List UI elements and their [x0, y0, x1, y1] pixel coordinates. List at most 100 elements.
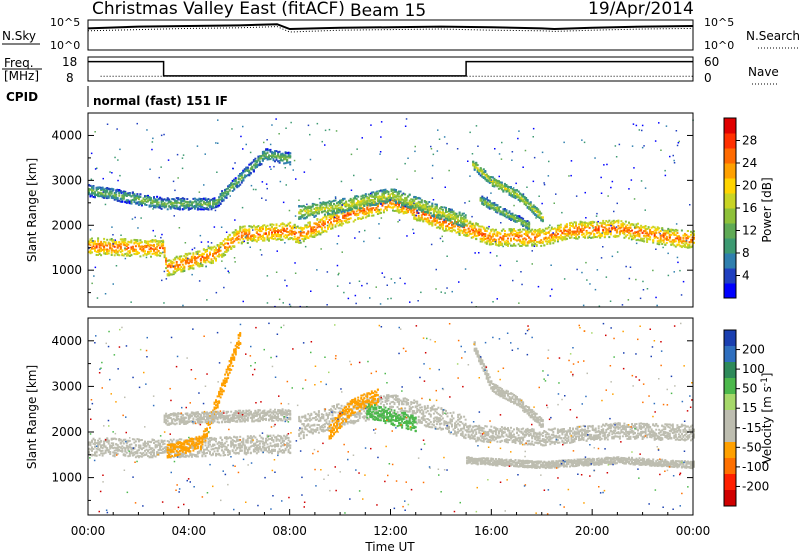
- power-cell: [372, 207, 375, 210]
- power-cell: [384, 188, 387, 191]
- power-cell: [529, 202, 532, 205]
- power-cell: [519, 200, 522, 203]
- power-cell: [463, 226, 466, 229]
- power-cell: [91, 189, 93, 192]
- power-cell: [348, 204, 351, 207]
- power-cell: [340, 201, 343, 204]
- power-cell: [617, 221, 620, 224]
- power-cell: [239, 228, 242, 231]
- power-cell: [239, 183, 242, 186]
- power-cell: [328, 212, 331, 215]
- power-cell: [325, 203, 328, 206]
- power-cell: [445, 211, 447, 213]
- power-cell: [420, 199, 423, 202]
- power-cell: [479, 230, 482, 233]
- power-cell: [310, 235, 313, 238]
- power-cell: [410, 202, 413, 205]
- power-cell: [289, 156, 292, 159]
- power-cell: [261, 239, 264, 242]
- power-cell: [405, 196, 408, 199]
- power-cell: [535, 233, 538, 236]
- power-cell: [369, 202, 372, 205]
- power-cell: [638, 239, 641, 242]
- power-cell: [101, 248, 104, 251]
- power-cell: [612, 235, 615, 238]
- power-cell: [287, 156, 290, 159]
- power-cell: [331, 207, 334, 210]
- power-cell: [643, 234, 646, 237]
- power-cell: [420, 208, 423, 211]
- power-cell: [413, 216, 416, 219]
- power-cell: [183, 259, 186, 261]
- power-cell: [269, 236, 272, 239]
- power-cell: [535, 208, 538, 211]
- power-cell: [640, 224, 643, 227]
- power-cell: [399, 208, 402, 211]
- power-cell: [107, 242, 110, 245]
- power-cell: [349, 204, 352, 207]
- noise-lines: [87, 23, 694, 33]
- power-cell: [280, 159, 283, 162]
- power-cell: [190, 203, 193, 206]
- power-cell: [476, 234, 479, 237]
- power-cell: [608, 219, 611, 222]
- power-cell: [242, 177, 245, 180]
- power-cell: [565, 230, 568, 233]
- power-cell: [382, 189, 385, 192]
- power-cell: [470, 228, 473, 231]
- power-cell: [209, 202, 211, 205]
- power-cell: [319, 221, 322, 224]
- power-cell: [225, 242, 228, 245]
- power-cell: [417, 200, 420, 203]
- power-cell: [299, 234, 302, 237]
- power-cell: [351, 208, 354, 211]
- power-cell: [271, 233, 273, 236]
- power-cell: [454, 225, 456, 228]
- power-cell: [446, 229, 449, 232]
- power-cell: [240, 236, 243, 239]
- power-cell: [301, 205, 304, 208]
- power-cell: [156, 243, 159, 246]
- power-cell: [573, 233, 576, 236]
- power-cell: [100, 195, 103, 197]
- power-cell: [534, 207, 537, 210]
- power-cell: [340, 220, 343, 223]
- power-cell: [248, 229, 251, 231]
- power-cell: [455, 216, 458, 219]
- power-cell: [387, 190, 390, 193]
- power-cell: [307, 232, 310, 235]
- power-cell: [150, 198, 152, 201]
- power-cell: [213, 206, 216, 209]
- power-cell: [289, 225, 292, 228]
- power-cell: [192, 264, 195, 267]
- power-cell: [615, 229, 618, 232]
- power-cell: [517, 236, 520, 239]
- power-cell: [458, 233, 461, 236]
- power-cell: [503, 185, 506, 187]
- power-cell: [175, 269, 178, 272]
- power-cell: [615, 235, 618, 238]
- power-cell: [236, 238, 239, 241]
- power-cell: [381, 192, 384, 195]
- power-cell: [644, 227, 647, 230]
- power-cell: [626, 227, 629, 230]
- power-cell: [596, 236, 599, 239]
- power-cell: [177, 264, 180, 267]
- power-cell: [323, 220, 326, 223]
- power-cell: [553, 236, 556, 239]
- power-cell: [180, 201, 183, 204]
- power-cell: [268, 233, 270, 236]
- power-cell: [196, 250, 199, 253]
- power-cell: [97, 249, 100, 252]
- power-cell: [384, 196, 387, 199]
- power-cell: [502, 212, 505, 215]
- power-cell: [302, 235, 305, 238]
- power-cell: [165, 199, 168, 202]
- power-cell: [497, 243, 500, 246]
- power-cell: [216, 251, 219, 253]
- power-cell: [567, 228, 570, 231]
- power-cell: [142, 198, 145, 201]
- power-cell: [626, 224, 629, 227]
- power-cell: [224, 192, 227, 195]
- power-cell: [549, 234, 552, 237]
